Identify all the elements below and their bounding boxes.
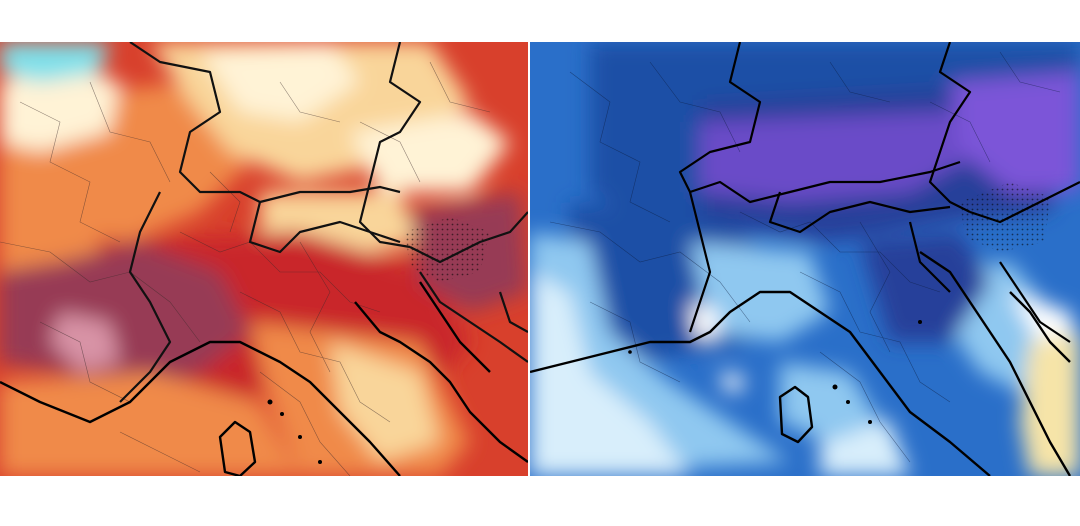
warm-anomaly-field <box>0 42 528 476</box>
warm-anomaly-map <box>0 42 528 476</box>
panel-divider <box>528 42 530 476</box>
cold-map-svg <box>530 42 1080 476</box>
anomaly-region <box>0 372 300 476</box>
coastline <box>530 251 1072 476</box>
map-comparison <box>0 42 1080 476</box>
anomaly-region <box>50 312 120 372</box>
islands <box>267 399 322 464</box>
national-borders <box>678 42 1080 343</box>
national-borders <box>119 42 528 403</box>
anomaly-region <box>720 372 745 392</box>
slovenia-hatch <box>405 217 490 282</box>
islands <box>628 320 922 424</box>
regional-borders <box>549 51 1061 463</box>
cold-anomaly-map <box>530 42 1080 476</box>
coastline <box>0 281 528 476</box>
slovenia-hatch <box>960 182 1050 252</box>
regional-borders <box>0 61 491 476</box>
anomaly-region <box>950 72 1080 192</box>
anomaly-region <box>1020 332 1080 476</box>
anomaly-region <box>0 42 110 82</box>
warm-map-svg <box>0 42 528 476</box>
anomaly-region <box>530 272 690 476</box>
anomaly-region <box>700 112 980 202</box>
anomaly-region <box>330 342 440 462</box>
anomaly-region <box>0 62 120 152</box>
anomaly-region <box>350 112 510 192</box>
anomaly-region <box>780 362 880 442</box>
